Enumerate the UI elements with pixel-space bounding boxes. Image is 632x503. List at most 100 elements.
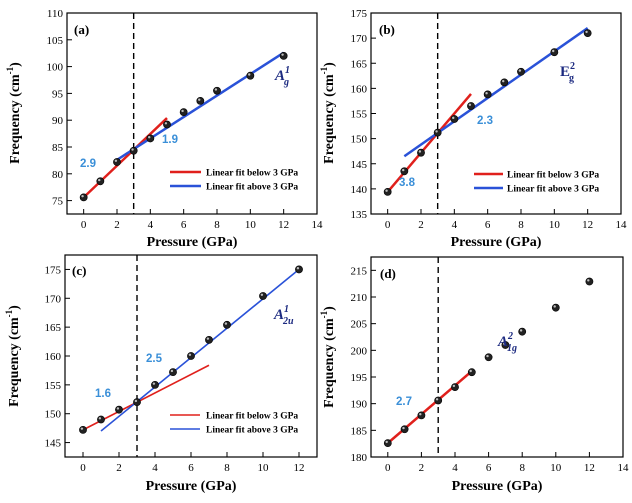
legend-label-below: Linear fit below 3 GPa	[206, 412, 298, 422]
data-point	[400, 425, 409, 434]
x-tick-label: 4	[148, 219, 154, 231]
mode-label-sub: g	[283, 77, 289, 88]
data-point-highlight	[188, 353, 192, 356]
x-tick-label: 6	[485, 219, 491, 231]
data-point-highlight	[419, 413, 422, 416]
x-tick-label: 4	[152, 462, 158, 474]
plot-frame	[64, 254, 318, 458]
data-point-highlight	[435, 130, 438, 133]
data-point-highlight	[81, 194, 84, 198]
data-point-highlight	[214, 88, 218, 91]
data-point	[223, 320, 231, 329]
data-point	[383, 439, 392, 448]
y-tick-label: 140	[351, 184, 368, 196]
data-point-highlight	[385, 440, 388, 444]
y-tick-label: 150	[45, 409, 62, 421]
data-point-highlight	[296, 267, 300, 270]
y-tick-label: 145	[45, 438, 62, 450]
legend: Linear fit below 3 GPa Linear fit above …	[170, 169, 298, 193]
data-point	[500, 78, 509, 87]
y-tick-label: 90	[52, 115, 64, 127]
data-point	[146, 134, 155, 143]
plot-frame	[370, 12, 622, 215]
mode-label-base: E	[560, 64, 570, 80]
mode-label-sub: 1g	[507, 343, 517, 354]
data-point	[259, 292, 267, 300]
slope-label-above: 2.5	[146, 353, 163, 365]
plot-frame	[66, 12, 318, 215]
legend: Linear fit below 3 GPa Linear fit above …	[170, 412, 298, 436]
y-tick-label: 205	[351, 319, 368, 331]
data-point	[213, 86, 221, 95]
x-axis-label: Pressure (GPa)	[452, 479, 543, 494]
legend-label-below: Linear fit below 3 GPa	[206, 169, 298, 179]
data-point	[400, 167, 409, 176]
data-point	[246, 71, 255, 80]
data-point	[133, 398, 141, 407]
mode-label-base: A	[273, 307, 284, 323]
data-point-highlight	[518, 69, 522, 72]
y-tick-label: 150	[351, 134, 368, 146]
data-point-highlight	[224, 322, 228, 325]
data-point-highlight	[503, 342, 506, 345]
panel-tag: (b)	[379, 22, 395, 37]
data-point	[517, 67, 525, 76]
data-point-highlight	[469, 369, 472, 373]
data-point	[451, 383, 459, 392]
y-tick-label: 95	[52, 88, 64, 100]
data-point-highlight	[402, 168, 405, 172]
y-tick-label: 155	[45, 380, 62, 392]
data-point-highlight	[164, 122, 168, 125]
data-point-highlight	[198, 98, 201, 101]
panel-tag: (a)	[74, 22, 89, 37]
data-point-highlight	[98, 178, 101, 182]
data-point-highlight	[98, 417, 102, 420]
data-point	[433, 128, 442, 137]
x-tick-label: 10	[550, 462, 562, 474]
panel-tag: (d)	[380, 266, 396, 281]
data-point	[205, 335, 213, 344]
data-point	[79, 193, 88, 202]
y-tick-label: 155	[351, 109, 368, 121]
x-tick-label: 8	[519, 462, 525, 474]
data-point	[295, 265, 303, 274]
x-tick-label: 14	[312, 219, 324, 231]
y-tick-label: 175	[351, 8, 368, 20]
y-tick-label: 185	[351, 425, 368, 437]
x-tick-label: 0	[385, 462, 391, 474]
fit-line-below	[82, 117, 168, 199]
x-tick-label: 10	[549, 219, 561, 231]
data-point	[417, 148, 425, 157]
y-tick-label: 105	[47, 35, 64, 47]
fit-line-below	[386, 93, 472, 193]
data-point-highlight	[181, 109, 184, 113]
y-tick-label: 170	[45, 293, 62, 305]
y-axis-label: Frequency (cm-1)	[319, 62, 337, 164]
x-tick-label: 14	[618, 462, 630, 474]
data-point	[169, 368, 177, 377]
y-tick-label: 210	[351, 292, 368, 304]
y-tick-label: 145	[351, 159, 368, 171]
mode-label: A1 g	[274, 65, 290, 88]
legend-label-above: Linear fit above 3 GPa	[206, 183, 298, 193]
data-point-highlight	[587, 279, 590, 282]
data-point-highlight	[402, 426, 405, 430]
x-tick-label: 12	[294, 462, 305, 474]
legend-label-below: Linear fit below 3 GPa	[507, 171, 599, 181]
x-tick-label: 8	[214, 219, 220, 231]
data-point	[151, 380, 159, 389]
y-tick-label: 165	[45, 322, 62, 334]
data-point-highlight	[468, 103, 472, 106]
y-tick-label: 165	[351, 58, 368, 70]
slope-label-below: 2.9	[80, 158, 96, 170]
data-point	[129, 146, 138, 155]
x-tick-label: 0	[80, 462, 86, 474]
data-point-highlight	[552, 49, 555, 53]
fit-line-above	[116, 51, 285, 161]
data-point	[196, 97, 205, 105]
y-axis-label: Frequency (cm-1)	[5, 62, 23, 164]
fit-line-above	[403, 27, 589, 158]
data-point	[467, 102, 475, 110]
data-point	[187, 352, 195, 360]
